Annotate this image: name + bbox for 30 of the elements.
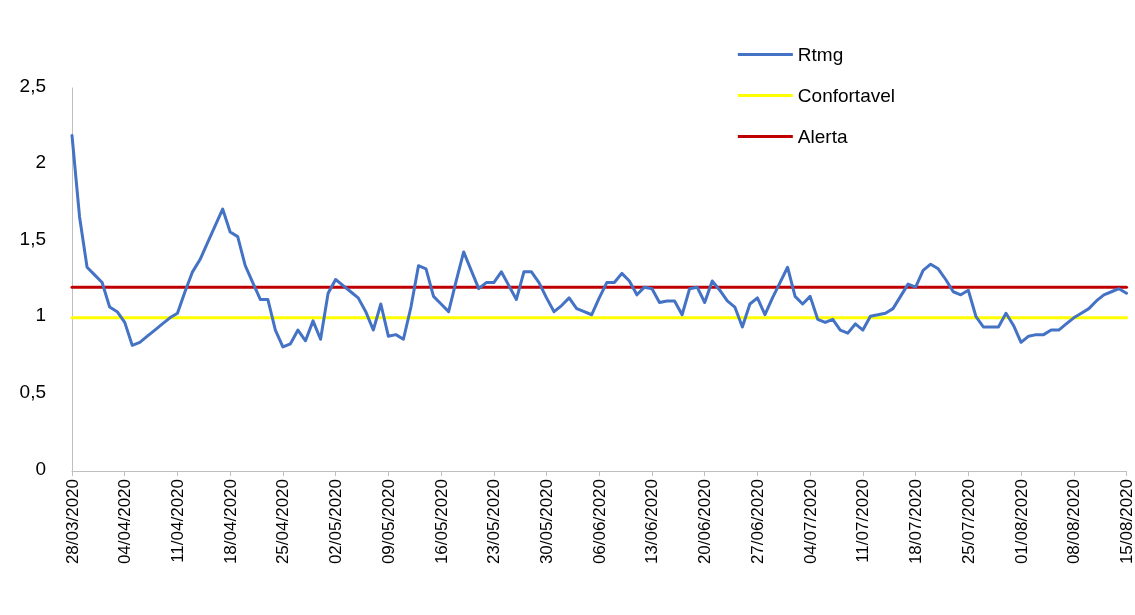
x-tick-label: 13/06/2020 [642, 479, 662, 565]
x-tick-label: 18/04/2020 [220, 479, 240, 565]
y-tick-label: 1 [35, 304, 46, 326]
x-tick-label: 01/08/2020 [1011, 479, 1031, 565]
y-tick-label: 1,5 [19, 227, 46, 249]
x-tick-label: 09/05/2020 [378, 479, 398, 565]
x-tick-label: 28/03/2020 [62, 479, 82, 565]
x-tick-label: 04/04/2020 [115, 479, 135, 565]
x-tick-label: 25/04/2020 [273, 479, 293, 565]
x-tick-label: 02/05/2020 [326, 479, 346, 565]
legend-label: Rtmg [797, 44, 844, 65]
x-tick-label: 06/06/2020 [589, 479, 609, 565]
y-tick-label: 2,5 [19, 74, 46, 96]
x-tick-label: 20/06/2020 [695, 479, 715, 565]
x-tick-label: 25/07/2020 [958, 479, 978, 565]
x-tick-label: 16/05/2020 [431, 479, 451, 565]
x-tick-label: 30/05/2020 [537, 479, 557, 565]
x-tick-label: 27/06/2020 [747, 479, 767, 565]
y-tick-label: 0,5 [19, 380, 46, 402]
x-tick-label: 08/08/2020 [1064, 479, 1084, 565]
y-tick-label: 2 [35, 151, 46, 173]
x-tick-label: 11/04/2020 [167, 479, 187, 563]
legend-label: Alerta [797, 126, 848, 147]
x-tick-label: 11/07/2020 [853, 479, 873, 563]
x-tick-label: 15/08/2020 [1117, 479, 1135, 565]
y-tick-label: 0 [35, 457, 46, 479]
x-tick-label: 04/07/2020 [800, 479, 820, 565]
x-tick-label: 23/05/2020 [484, 479, 504, 565]
x-tick-label: 18/07/2020 [906, 479, 926, 565]
legend-label: Confortavel [797, 85, 896, 106]
